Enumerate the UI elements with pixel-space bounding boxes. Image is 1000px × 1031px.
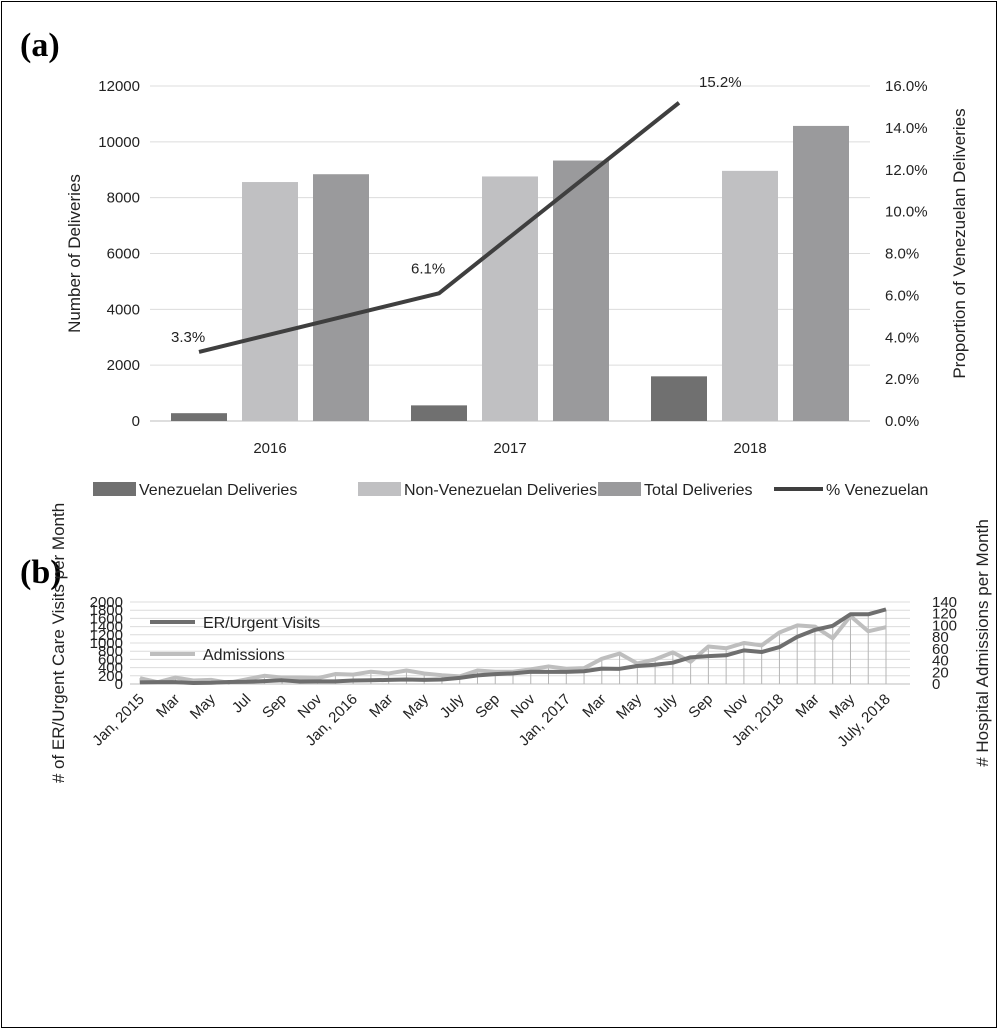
- y-tick-label: 1200: [90, 627, 123, 644]
- y-axis-title: # of ER/Urgent Care Visits per Month: [49, 503, 68, 783]
- y2-tick-label: 10.0%: [885, 204, 928, 221]
- y-tick-label: 0: [132, 413, 140, 430]
- y2-tick-label: 16.0%: [885, 78, 928, 95]
- y-tick-label: 400: [98, 660, 123, 677]
- x-tick-label: 2016: [253, 440, 286, 457]
- x-tick-label: May: [187, 690, 219, 722]
- series-line-0: [139, 607, 887, 685]
- y2-tick-label: 0: [932, 676, 940, 693]
- bar-0-0: [171, 413, 227, 421]
- y2-tick-label: 60: [932, 641, 949, 658]
- x-tick-label: May: [400, 690, 432, 722]
- y2-tick-label: 14.0%: [885, 120, 928, 137]
- x-tick-label: Mar: [153, 691, 183, 721]
- chart-b: 0200400600800100012001400160018002000020…: [49, 503, 992, 783]
- x-tick-label: Mar: [579, 691, 609, 721]
- legend-label: Non-Venezuelan Deliveries: [404, 482, 597, 499]
- legend-label: Venezuelan Deliveries: [139, 482, 297, 499]
- y2-tick-label: 8.0%: [885, 246, 919, 263]
- legend-label: Total Deliveries: [644, 482, 752, 499]
- y-tick-label: 0: [115, 676, 123, 693]
- legend-label: % Venezuelan: [826, 482, 928, 499]
- bar-2-1: [553, 160, 609, 421]
- y-axis-title: Number of Deliveries: [65, 174, 84, 333]
- bar-0-1: [411, 405, 467, 421]
- x-tick-label: 2017: [493, 440, 526, 457]
- y2-tick-label: 80: [932, 629, 949, 646]
- y-tick-label: 2000: [90, 594, 123, 611]
- y2-tick-label: 2.0%: [885, 371, 919, 388]
- x-tick-label: Nov: [508, 690, 539, 721]
- pct-data-label: 6.1%: [411, 260, 445, 277]
- x-tick-label: Nov: [721, 690, 752, 721]
- y2-tick-label: 20: [932, 664, 949, 681]
- panel-a-label: (a): [20, 27, 60, 64]
- y2-tick-label: 100: [932, 617, 957, 634]
- y-tick-label: 600: [98, 651, 123, 668]
- legend-swatch-0: [93, 482, 136, 496]
- y2-axis-title: Proportion of Venezuelan Deliveries: [950, 108, 969, 378]
- y-tick-label: 8000: [107, 190, 140, 207]
- x-tick-label: Mar: [366, 691, 396, 721]
- y2-tick-label: 12.0%: [885, 162, 928, 179]
- x-tick-label: May: [613, 690, 645, 722]
- y-tick-label: 12000: [98, 78, 140, 95]
- y-tick-label: 2000: [107, 357, 140, 374]
- y-tick-label: 1000: [90, 635, 123, 652]
- x-tick-label: Jan, 2015: [89, 691, 148, 750]
- bar-1-2: [722, 170, 778, 421]
- x-tick-label: Jul: [229, 691, 255, 717]
- legend-label: ER/Urgent Visits: [203, 615, 320, 632]
- x-tick-label: July: [650, 690, 681, 721]
- y-tick-label: 1600: [90, 610, 123, 627]
- legend-label: Admissions: [203, 647, 285, 664]
- bar-1-1: [482, 176, 538, 421]
- x-tick-label: Nov: [295, 690, 326, 721]
- x-tick-label: Mar: [792, 691, 822, 721]
- y-tick-label: 4000: [107, 301, 140, 318]
- y2-tick-label: 6.0%: [885, 287, 919, 304]
- y-tick-label: 1400: [90, 619, 123, 636]
- chart-a: 0 2000 4000 6000 8000 10000 12000 0.0% 2.0% 4.0% 6…: [65, 74, 969, 499]
- x-tick-label: July: [437, 690, 468, 721]
- y2-tick-label: 4.0%: [885, 329, 919, 346]
- y2-tick-label: 140: [932, 594, 957, 611]
- bar-1-0: [242, 182, 298, 421]
- bar-0-2: [651, 376, 707, 421]
- y2-tick-label: 40: [932, 653, 949, 670]
- legend-swatch-1: [358, 482, 401, 496]
- y-tick-label: 1800: [90, 602, 123, 619]
- x-tick-label: Sep: [685, 691, 716, 722]
- x-tick-label: Sep: [472, 691, 503, 722]
- y-tick-label: 200: [98, 668, 123, 685]
- x-tick-label: Sep: [259, 691, 290, 722]
- x-tick-label: 2018: [733, 440, 766, 457]
- panel-b-label: (b): [20, 554, 62, 591]
- bar-2-0: [313, 174, 369, 421]
- bar-2-2: [793, 125, 849, 421]
- y-tick-label: 6000: [107, 246, 140, 263]
- pct-data-label: 15.2%: [699, 74, 742, 91]
- y2-tick-label: 120: [932, 606, 957, 623]
- y2-tick-label: 0.0%: [885, 413, 919, 430]
- y-tick-label: 800: [98, 643, 123, 660]
- pct-data-label: 3.3%: [171, 329, 205, 346]
- y-tick-label: 10000: [98, 134, 140, 151]
- y2-axis-title: # Hospital Admissions per Month: [973, 519, 992, 767]
- legend-swatch-2: [598, 482, 641, 496]
- pct-venezuelan-line: [198, 101, 681, 354]
